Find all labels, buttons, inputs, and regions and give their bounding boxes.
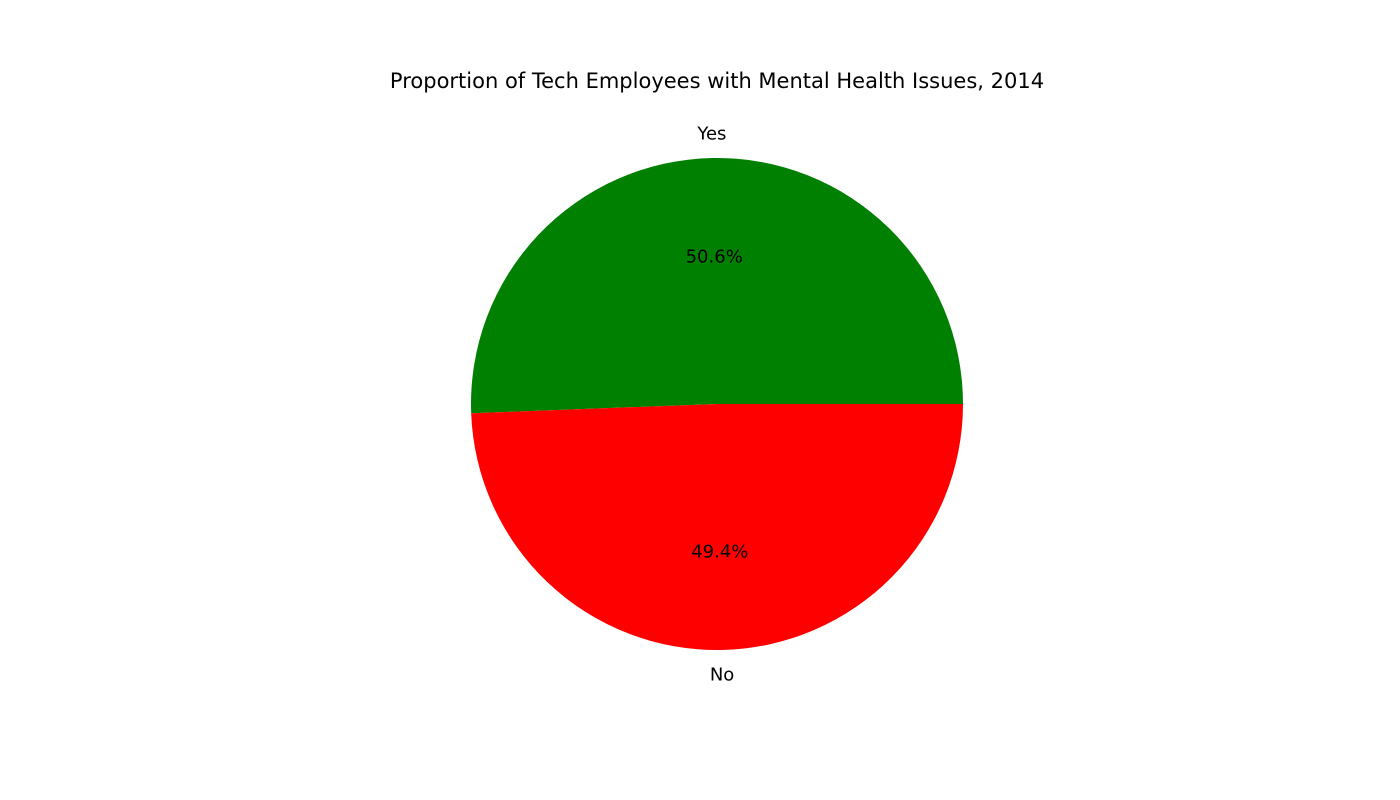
pie-slice-no — [471, 404, 963, 650]
slice-percent-yes: 50.6% — [686, 246, 743, 267]
pie-slice-yes — [471, 157, 963, 414]
pie-slices — [471, 157, 963, 650]
slice-percent-no: 49.4% — [691, 542, 748, 563]
slice-label-yes: Yes — [696, 123, 726, 144]
chart-title: Proportion of Tech Employees with Mental… — [390, 69, 1044, 93]
slice-label-no: No — [710, 665, 734, 686]
pie-labels: Yes 50.6% No 49.4% — [686, 123, 749, 685]
